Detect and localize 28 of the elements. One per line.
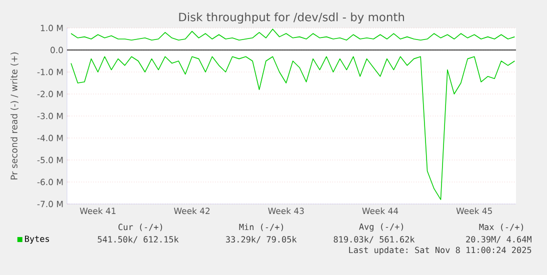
text: 20.39M/ 4.64M — [466, 236, 532, 244]
chart-title: Disk throughput for /dev/sdl - by month — [179, 12, 404, 24]
y-tick-label: 0.0 — [50, 46, 63, 54]
y-tick-label: 1.0 M — [40, 24, 63, 32]
text: 541.50k/ 612.15k — [98, 236, 179, 244]
y-tick-label: -7.0 M — [37, 200, 63, 208]
y-tick-label: -2.0 M — [37, 90, 63, 98]
y-tick-label: -1.0 M — [37, 68, 63, 76]
line-series — [70, 56, 516, 200]
x-tick-label: Week 44 — [362, 208, 398, 214]
text: 33.29k/ 79.05k — [226, 236, 297, 244]
y-tick-label: -4.0 M — [37, 134, 63, 142]
x-tick-label: Week 43 — [268, 208, 304, 214]
line-series — [70, 28, 516, 41]
x-tick-label: Week 41 — [80, 208, 116, 214]
text: Avg (-/+) — [359, 223, 404, 232]
text: Last update: Sat Nov 8 11:00:24 2025 — [349, 246, 532, 255]
legend-label: Bytes — [25, 236, 50, 244]
x-tick-label: Week 45 — [456, 208, 492, 214]
text: Max (-/+) — [479, 224, 524, 232]
y-tick-label: -3.0 M — [37, 112, 63, 120]
text: Min (-/+) — [239, 224, 284, 232]
text: 819.03k/ 561.62k — [334, 236, 415, 244]
y-axis-title: Pr second read (-) / write (+) — [10, 52, 18, 180]
text: Cur (-/+) — [118, 224, 162, 232]
y-tick-label: -6.0 M — [37, 178, 63, 186]
x-tick-label: Week 42 — [174, 208, 210, 214]
y-tick-label: -5.0 M — [37, 156, 63, 164]
